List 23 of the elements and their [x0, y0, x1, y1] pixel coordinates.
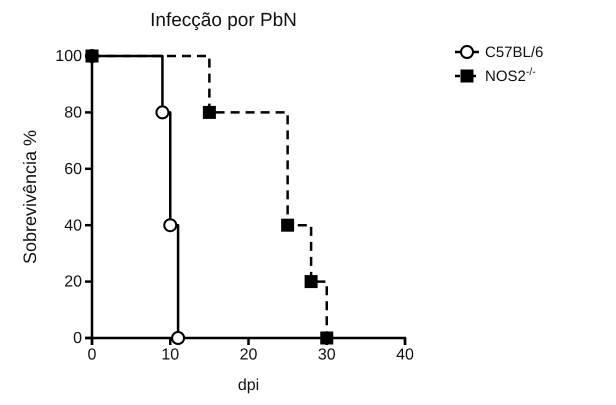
- point: [281, 218, 294, 232]
- y-tick-label: 0: [73, 330, 82, 348]
- y-tick-label: 80: [64, 104, 82, 122]
- y-axis-title: Sobrevivência %: [20, 130, 40, 264]
- y-tick-label: 40: [64, 217, 82, 234]
- y-tick-label: 100: [55, 48, 82, 66]
- x-tick-label: 10: [161, 346, 180, 364]
- point: [202, 106, 216, 119]
- point: [171, 331, 186, 345]
- x-tick-label: 0: [88, 346, 97, 364]
- point: [163, 218, 178, 232]
- legend-label: NOS2$^{-/-}$: [485, 66, 536, 85]
- point: [320, 332, 334, 344]
- y-tick-label: 60: [64, 160, 82, 178]
- x-tick-label: 30: [318, 346, 336, 364]
- x-axis-title: dpi: [238, 377, 260, 394]
- point: [304, 275, 318, 288]
- x-tick-label: 40: [396, 346, 414, 364]
- chart-title: Infecção por PbN: [150, 10, 297, 31]
- point: [155, 105, 170, 120]
- x-tick-label: 20: [240, 346, 258, 364]
- legend-label: C57BL/6: [485, 44, 544, 61]
- y-tick-label: 20: [64, 274, 82, 291]
